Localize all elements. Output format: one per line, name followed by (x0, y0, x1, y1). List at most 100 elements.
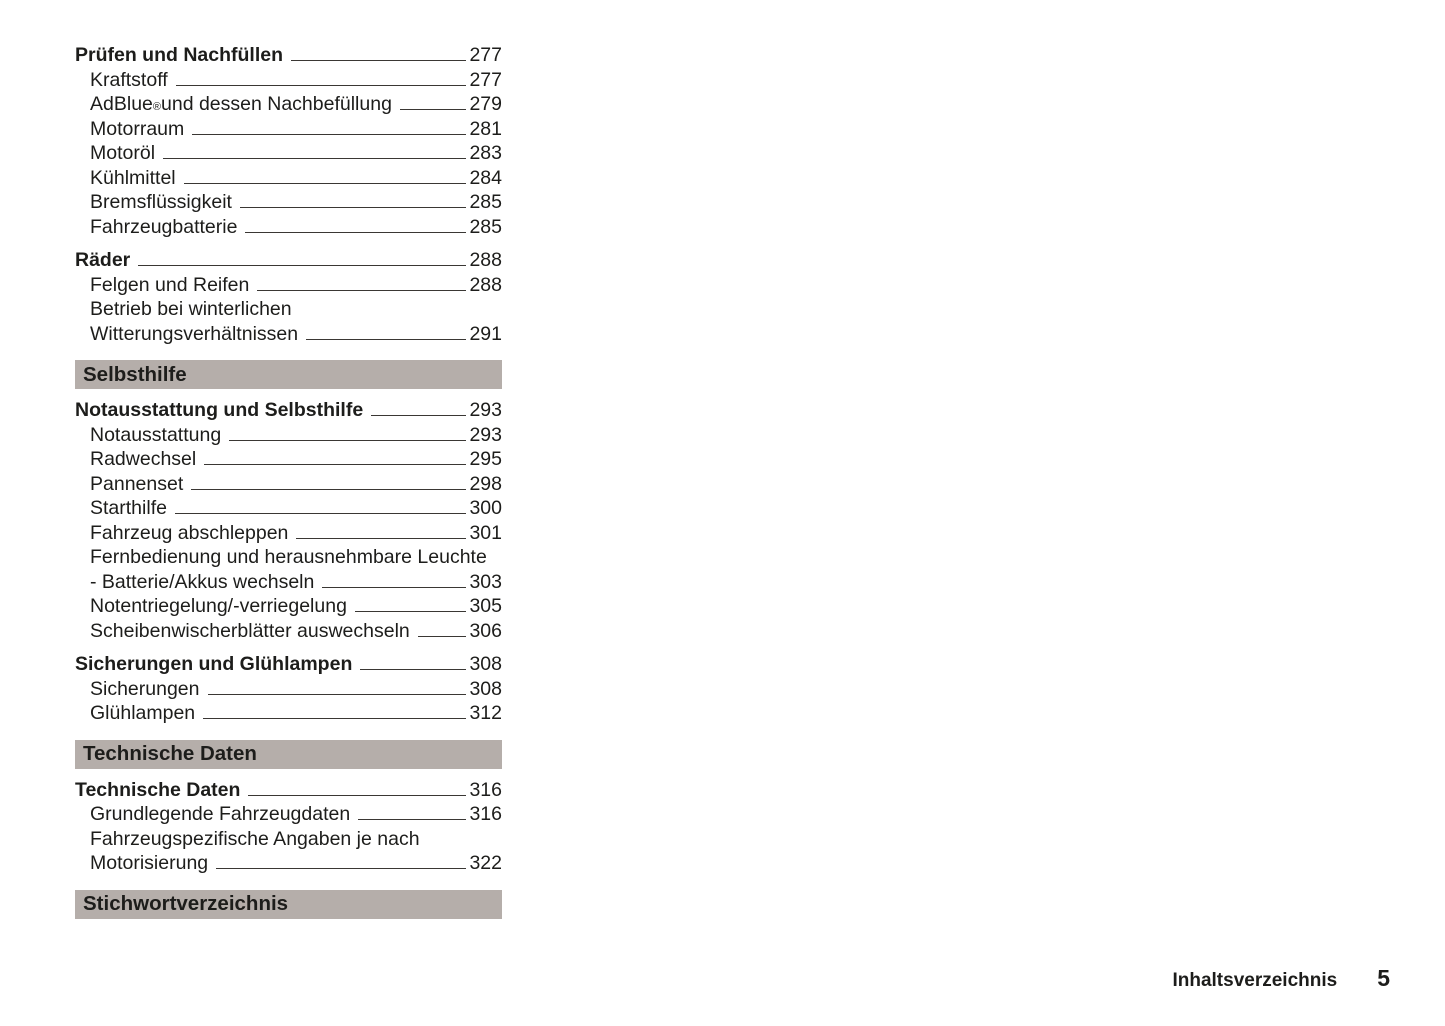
toc-entry-label: Witterungsverhältnissen (90, 322, 299, 345)
toc-entry-line: Räder 288 (75, 249, 502, 274)
toc-leader-line (204, 464, 467, 465)
toc-entry-page: 312 (469, 702, 502, 724)
toc-entry-wrap-line: Fernbedienung und herausnehmbare Leuchte (75, 546, 502, 571)
toc-entry-label: Notausstattung und Selbsthilfe (75, 399, 364, 421)
toc-entry[interactable]: Notausstattung und Selbsthilfe 293 (75, 399, 502, 424)
toc-entry-label: Sicherungen und Glühlampen (75, 653, 353, 675)
toc-entry[interactable]: Technische Daten 316 (75, 779, 502, 804)
toc-entry[interactable]: Motoröl 283 (75, 142, 502, 167)
toc-entry-label: Scheibenwischerblätter auswechseln (90, 619, 410, 642)
toc-entry-page: 279 (469, 93, 502, 115)
toc-entry[interactable]: Räder 288 (75, 249, 502, 274)
toc-leader-line (291, 60, 467, 61)
section-header-bar: Technische Daten (75, 739, 502, 769)
toc-entry-line: Notausstattung 293 (75, 424, 502, 449)
toc-entry-label: Bremsflüssigkeit (90, 191, 232, 213)
toc-entry[interactable]: Prüfen und Nachfüllen 277 (75, 44, 502, 69)
toc-entry-label: Radwechsel (90, 448, 197, 470)
toc-entry-page: 291 (469, 322, 502, 345)
toc-group: Notausstattung und Selbsthilfe 293 Notauss… (75, 399, 502, 644)
toc-entry-page: 288 (469, 273, 502, 296)
toc-entry[interactable]: Glühlampen 312 (75, 702, 502, 727)
toc-entry[interactable]: Motorraum 281 (75, 118, 502, 143)
toc-entry-page: 284 (469, 166, 502, 189)
toc-entry-line: Kühlmittel 284 (75, 167, 502, 192)
toc-entry[interactable]: Scheibenwischerblätter auswechseln 306 (75, 620, 502, 645)
toc-entry-label: Fahrzeugbatterie (90, 215, 238, 238)
toc-entry[interactable]: Felgen und Reifen 288 (75, 274, 502, 299)
toc-entry[interactable]: AdBlue ® und dessen Nachbefüllung 279 (75, 93, 502, 118)
toc-entry-label: Felgen und Reifen (90, 273, 250, 296)
toc-leader-line (216, 868, 467, 869)
toc-group: Sicherungen und Glühlampen 308 Sicherungen… (75, 653, 502, 727)
toc-leader-line (360, 669, 467, 670)
toc-leader-line (358, 819, 467, 820)
toc-entry-label: Fahrzeug abschleppen (90, 521, 289, 544)
toc-entry-wrap-line: Betrieb bei winterlichen (75, 298, 502, 323)
toc-entry-label: Sicherungen (90, 677, 200, 700)
toc-leader-line (354, 611, 467, 612)
toc-leader-line (239, 207, 467, 208)
toc-entry[interactable]: Grundlegende Fahrzeugdaten 316 (75, 803, 502, 828)
toc-group: Technische Daten 316 Grundlegende Fahrzeug… (75, 779, 502, 877)
toc-entry-page: 285 (469, 191, 502, 213)
toc-leader-line (371, 415, 467, 416)
toc-entry[interactable]: Fahrzeugspezifische Angaben je nach Motor… (75, 828, 502, 877)
toc-leader-line (183, 182, 467, 184)
toc-entry-line: AdBlue ® und dessen Nachbefüllung 279 (90, 93, 502, 115)
toc-entry-line: Radwechsel 295 (75, 448, 502, 473)
toc-entry-label: Pannenset (90, 472, 184, 495)
toc-entry-line: Grundlegende Fahrzeugdaten 316 (75, 803, 502, 828)
toc-entry[interactable]: Radwechsel 295 (75, 448, 502, 473)
toc-entry-page: 308 (469, 653, 502, 675)
toc-entry[interactable]: Fernbedienung und herausnehmbare Leuchte… (75, 546, 502, 595)
toc-entry-line: Technische Daten 316 (75, 779, 502, 804)
toc-entry-page: 301 (469, 521, 502, 544)
footer-page-number: 5 (1377, 965, 1390, 991)
toc-entry[interactable]: Sicherungen 308 (75, 678, 502, 703)
toc-leader-line (207, 693, 467, 695)
toc-entry[interactable]: Sicherungen und Glühlampen 308 (75, 653, 502, 678)
toc-entry-label: AdBlue (90, 93, 153, 115)
toc-entry[interactable]: Fahrzeug abschleppen 301 (75, 522, 502, 547)
toc-entry-page: 316 (469, 778, 502, 801)
toc-entry-label: Glühlampen (90, 702, 196, 724)
toc-entry-line: Sicherungen 308 (75, 678, 502, 703)
page-footer: Inhaltsverzeichnis 5 (1172, 965, 1390, 992)
toc-entry-line: Glühlampen 312 (75, 702, 502, 727)
toc-leader-line (191, 488, 467, 490)
toc-entry-label: Fernbedienung und herausnehmbare Leuchte (90, 546, 487, 568)
toc-entry[interactable]: Kraftstoff 277 (75, 69, 502, 94)
section-header-bar: Selbsthilfe (75, 360, 502, 389)
toc-entry-label: Motoröl (90, 142, 156, 164)
toc-entry-label: Grundlegende Fahrzeugdaten (90, 803, 351, 825)
toc-entry-line: Bremsflüssigkeit 285 (75, 191, 502, 216)
toc-entry-page: 277 (469, 68, 502, 91)
toc-entry-page: 308 (469, 677, 502, 700)
toc-entry[interactable]: Notausstattung 293 (75, 424, 502, 449)
toc-entry[interactable]: Kühlmittel 284 (75, 167, 502, 192)
toc-entry[interactable]: Notentriegelung/-verriegelung 305 (75, 595, 502, 620)
toc-entry[interactable]: Betrieb bei winterlichen Witterungsverhäl… (75, 298, 502, 347)
toc-entry-line: Notentriegelung/-verriegelung 305 (75, 595, 502, 620)
toc-leader-line (399, 109, 467, 110)
toc-entry-wrap-line: Fahrzeugspezifische Angaben je nach (75, 828, 502, 853)
toc-entry-line: Pannenset 298 (75, 473, 502, 498)
toc-entry-page: 303 (469, 570, 502, 593)
toc-entry-page: 306 (469, 619, 502, 642)
section-header-label: Stichwortverzeichnis (83, 892, 289, 915)
toc-leader-line (248, 794, 467, 796)
toc-entry-page: 295 (469, 448, 502, 470)
toc-entry-page: 277 (469, 44, 502, 66)
toc-leader-line (175, 84, 467, 86)
toc-leader-line (174, 513, 467, 514)
toc-entry[interactable]: Fahrzeugbatterie 285 (75, 216, 502, 241)
toc-entry[interactable]: Bremsflüssigkeit 285 (75, 191, 502, 216)
toc-entry-label: Prüfen und Nachfüllen (75, 44, 284, 66)
toc-entry-line: Starthilfe 300 (75, 497, 502, 522)
toc-entry[interactable]: Pannenset 298 (75, 473, 502, 498)
toc-entry-label: Kühlmittel (90, 166, 176, 189)
toc-entry-page: 293 (469, 423, 502, 446)
toc-entry[interactable]: Starthilfe 300 (75, 497, 502, 522)
toc-entry-label: Notentriegelung/-verriegelung (90, 595, 347, 617)
